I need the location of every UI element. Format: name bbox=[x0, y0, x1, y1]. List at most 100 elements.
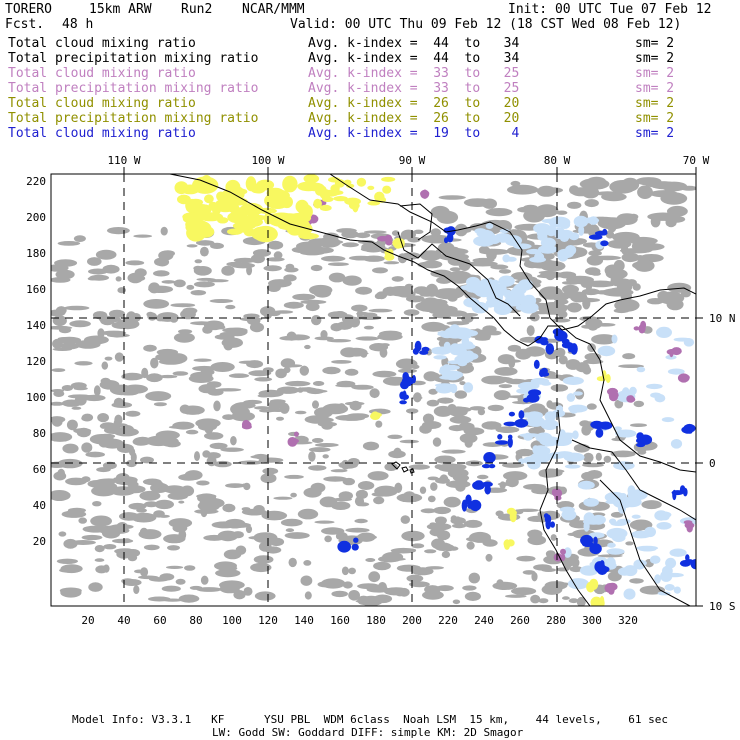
yellow-cloud-blob bbox=[251, 226, 275, 241]
gray-cloud-blob bbox=[259, 409, 275, 413]
light-blue-cloud-blob bbox=[654, 574, 661, 584]
gray-cloud-blob bbox=[348, 567, 356, 575]
gray-cloud-blob bbox=[111, 331, 123, 338]
light-blue-cloud-blob bbox=[437, 330, 454, 335]
header-org: NCAR/MMM bbox=[242, 2, 305, 17]
gray-cloud-blob bbox=[523, 208, 545, 223]
gray-cloud-blob bbox=[614, 298, 640, 312]
gray-cloud-blob bbox=[383, 261, 400, 265]
light-blue-cloud-blob bbox=[555, 405, 564, 413]
yellow-cloud-blob bbox=[602, 370, 607, 382]
gray-cloud-blob bbox=[383, 587, 409, 596]
gray-cloud-blob bbox=[153, 270, 170, 277]
light-blue-cloud-blob bbox=[579, 565, 599, 576]
gray-cloud-blob bbox=[438, 252, 469, 261]
colombia-border bbox=[589, 343, 696, 473]
gray-cloud-blob bbox=[569, 291, 588, 303]
gray-cloud-blob bbox=[487, 404, 504, 412]
gray-cloud-blob bbox=[629, 578, 644, 584]
gray-cloud-blob bbox=[357, 481, 375, 490]
light-blue-cloud-blob bbox=[583, 498, 599, 507]
gray-cloud-blob bbox=[463, 427, 485, 436]
gray-cloud-blob bbox=[363, 230, 387, 234]
gray-cloud-blob bbox=[87, 276, 98, 281]
gray-cloud-blob bbox=[140, 567, 149, 577]
gray-cloud-blob bbox=[101, 361, 109, 370]
gray-cloud-blob bbox=[438, 195, 466, 200]
gray-cloud-blob bbox=[585, 280, 616, 288]
gray-cloud-blob bbox=[55, 306, 67, 315]
gray-cloud-blob bbox=[321, 255, 346, 262]
light-blue-cloud-blob bbox=[649, 555, 661, 564]
gray-cloud-blob bbox=[213, 400, 221, 412]
gray-cloud-blob bbox=[225, 304, 236, 310]
blue-cloud-blob bbox=[636, 438, 643, 444]
gray-cloud-blob bbox=[351, 384, 374, 390]
gray-cloud-blob bbox=[526, 325, 535, 336]
yellow-cloud-blob bbox=[392, 238, 403, 248]
gray-cloud-blob bbox=[70, 382, 87, 389]
legend-label: Total precipitation mixing ratio bbox=[8, 81, 259, 96]
purple-cloud-blob bbox=[554, 495, 562, 501]
blue-cloud-blob bbox=[488, 464, 496, 469]
gray-cloud-blob bbox=[297, 387, 304, 393]
gray-cloud-blob bbox=[320, 330, 328, 339]
gray-cloud-blob bbox=[215, 569, 241, 578]
x-tick-label: 60 bbox=[153, 614, 166, 627]
blue-cloud-blob bbox=[554, 330, 568, 342]
gray-cloud-blob bbox=[524, 346, 546, 357]
gray-cloud-blob bbox=[196, 493, 217, 499]
gray-cloud-blob bbox=[308, 447, 331, 453]
gray-cloud-blob bbox=[125, 260, 145, 266]
gray-cloud-blob bbox=[477, 408, 486, 416]
gray-cloud-blob bbox=[185, 429, 199, 435]
light-blue-cloud-blob bbox=[540, 419, 559, 431]
gray-cloud-blob bbox=[242, 509, 249, 514]
blue-cloud-blob bbox=[351, 543, 359, 551]
gray-cloud-blob bbox=[243, 587, 253, 596]
gray-cloud-blob bbox=[378, 555, 401, 563]
yellow-cloud-blob bbox=[217, 217, 229, 224]
gray-cloud-blob bbox=[556, 210, 568, 215]
yellow-cloud-blob bbox=[280, 195, 293, 209]
gray-cloud-blob bbox=[340, 347, 358, 358]
light-blue-cloud-blob bbox=[582, 519, 605, 525]
gray-cloud-blob bbox=[283, 364, 303, 368]
gray-cloud-blob bbox=[141, 367, 149, 379]
gray-cloud-blob bbox=[143, 299, 170, 309]
gray-cloud-blob bbox=[597, 554, 623, 558]
gray-cloud-blob bbox=[545, 550, 556, 558]
y-tick-label: 180 bbox=[26, 247, 46, 260]
yellow-cloud-blob bbox=[295, 199, 309, 214]
gray-cloud-blob bbox=[551, 287, 561, 295]
light-blue-cloud-blob bbox=[577, 480, 595, 490]
gray-cloud-blob bbox=[145, 391, 172, 402]
light-blue-cloud-blob bbox=[485, 223, 494, 229]
gray-cloud-blob bbox=[437, 242, 455, 254]
gray-cloud-blob bbox=[464, 591, 481, 602]
gray-cloud-blob bbox=[273, 251, 283, 260]
gray-cloud-blob bbox=[314, 443, 339, 447]
gray-cloud-blob bbox=[368, 571, 381, 583]
gray-cloud-blob bbox=[429, 528, 446, 537]
gray-cloud-blob bbox=[190, 321, 214, 326]
yellow-cloud-blob bbox=[247, 209, 259, 220]
gray-cloud-blob bbox=[545, 270, 556, 281]
gray-cloud-blob bbox=[104, 426, 123, 435]
lon-label: 100 W bbox=[251, 154, 284, 167]
gray-cloud-blob bbox=[481, 375, 507, 385]
light-blue-cloud-blob bbox=[572, 430, 579, 440]
gray-cloud-blob bbox=[503, 471, 528, 481]
gray-cloud-blob bbox=[614, 399, 624, 409]
yellow-cloud-blob bbox=[185, 198, 200, 213]
blue-cloud-blob bbox=[444, 237, 449, 244]
gray-cloud-blob bbox=[284, 532, 310, 539]
gray-cloud-blob bbox=[190, 371, 213, 380]
gray-cloud-blob bbox=[413, 229, 424, 234]
blue-cloud-blob bbox=[481, 464, 491, 469]
lon-label: 110 W bbox=[107, 154, 140, 167]
legend-label: Total precipitation mixing ratio bbox=[8, 51, 259, 66]
light-blue-cloud-blob bbox=[654, 510, 668, 521]
gray-cloud-blob bbox=[222, 414, 236, 420]
gray-cloud-blob bbox=[665, 217, 677, 228]
